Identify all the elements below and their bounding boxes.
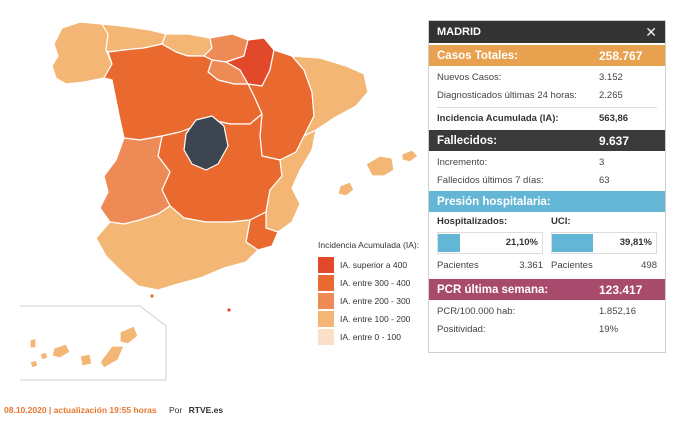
- uci-block: UCI: 39,81% Pacientes 498: [551, 216, 657, 271]
- legend-item: IA. entre 100 - 200: [318, 310, 426, 327]
- legend-label: IA. entre 300 - 400: [340, 277, 411, 288]
- legend-item: IA. entre 0 - 100: [318, 328, 426, 345]
- region-fuerteventura[interactable]: [99, 345, 125, 369]
- legend-item: IA. entre 300 - 400: [318, 274, 426, 291]
- stat-value: 19%: [599, 323, 619, 335]
- region-melilla[interactable]: [226, 307, 232, 313]
- region-info-panel: MADRID ✕ Casos Totales: 258.767 Nuevos C…: [428, 20, 666, 353]
- uci-pct: 39,81%: [619, 237, 652, 248]
- panel-title: MADRID: [437, 26, 481, 38]
- brand-link[interactable]: RTVE.es: [188, 405, 224, 415]
- legend-item: IA. entre 200 - 300: [318, 292, 426, 309]
- presion-label: Presión hospitalaria:: [437, 195, 551, 208]
- legend-swatch: [318, 274, 334, 291]
- stat-row: Diagnosticados últimas 24 horas: 2.265: [437, 86, 657, 104]
- region-andalucia[interactable]: [95, 205, 259, 291]
- legend: Incidencia Acumulada (IA): IA. superior …: [318, 240, 426, 346]
- hospitalizados-pacientes: 3.361: [519, 260, 543, 271]
- ia-row: Incidencia Acumulada (IA): 563,86: [437, 107, 657, 128]
- region-gran-canaria[interactable]: [79, 353, 93, 367]
- region-tenerife[interactable]: [51, 343, 71, 359]
- region-ibiza[interactable]: [337, 181, 355, 197]
- legend-swatch: [318, 310, 334, 327]
- stat-label: Incremento:: [437, 156, 488, 168]
- stat-label: PCR/100.000 hab:: [437, 305, 516, 317]
- stat-row: Positividad: 19%: [437, 320, 657, 338]
- region-cataluna[interactable]: [291, 55, 369, 137]
- stat-label: Diagnosticados últimas 24 horas:: [437, 89, 577, 101]
- uci-label: UCI:: [551, 216, 571, 227]
- panel-header: MADRID ✕: [429, 21, 665, 43]
- region-la-palma[interactable]: [29, 337, 37, 349]
- update-date: 08.10.2020 | actualización 19:55 horas: [4, 405, 157, 415]
- hospitalizados-bar-fill: [438, 234, 460, 252]
- hospitalizados-block: Hospitalizados: 21,10% Pacientes 3.361: [437, 216, 543, 271]
- pcr-label: PCR última semana:: [437, 283, 549, 296]
- pcr-band: PCR última semana: 123.417: [429, 279, 665, 300]
- stat-value: 3: [599, 156, 605, 168]
- hospitalizados-bar: 21,10%: [437, 232, 543, 254]
- stat-value: 3.152: [599, 71, 623, 83]
- uci-bar: 39,81%: [551, 232, 657, 254]
- hospitalizados-label: Hospitalizados:: [437, 216, 508, 227]
- casos-value: 258.767: [599, 48, 643, 63]
- legend-label: IA. entre 200 - 300: [340, 295, 411, 306]
- region-la-gomera[interactable]: [39, 351, 49, 361]
- fallecidos-value: 9.637: [599, 133, 630, 148]
- stat-row: PCR/100.000 hab: 1.852,16: [437, 302, 657, 320]
- uci-bar-fill: [552, 234, 594, 252]
- region-ceuta[interactable]: [149, 293, 155, 299]
- stat-value: 2.265: [599, 89, 623, 101]
- pacientes-label: Pacientes: [551, 260, 593, 271]
- stat-row: Fallecidos últimos 7 días: 63: [437, 171, 657, 189]
- stat-value: 63: [599, 174, 610, 186]
- casos-totales-band: Casos Totales: 258.767: [429, 45, 665, 66]
- fallecidos-band: Fallecidos: 9.637: [429, 130, 665, 151]
- region-extremadura[interactable]: [99, 135, 171, 225]
- hospitalizados-pct: 21,10%: [505, 237, 538, 248]
- region-mallorca[interactable]: [365, 155, 395, 177]
- spain-map: [20, 21, 419, 381]
- presion-band: Presión hospitalaria:: [429, 191, 665, 212]
- legend-swatch: [318, 328, 334, 345]
- legend-item: IA. superior a 400: [318, 256, 426, 273]
- region-madrid[interactable]: [183, 115, 229, 171]
- ia-label: Incidencia Acumulada (IA):: [437, 112, 559, 124]
- stat-value: 1.852,16: [599, 305, 636, 317]
- region-menorca[interactable]: [401, 149, 419, 163]
- region-el-hierro[interactable]: [29, 359, 39, 369]
- fallecidos-label: Fallecidos:: [437, 134, 498, 147]
- legend-label: IA. entre 0 - 100: [340, 331, 401, 342]
- legend-swatch: [318, 292, 334, 309]
- ia-value: 563,86: [599, 112, 629, 124]
- stat-label: Nuevos Casos:: [437, 71, 502, 83]
- canarias-frame: [20, 305, 167, 381]
- footer: 08.10.2020 | actualización 19:55 horas P…: [4, 405, 223, 415]
- uci-pacientes: 498: [641, 260, 657, 271]
- legend-label: IA. superior a 400: [340, 259, 408, 270]
- region-lanzarote[interactable]: [119, 325, 139, 345]
- by-label: Por: [169, 405, 183, 415]
- region-galicia[interactable]: [51, 21, 113, 85]
- casos-label: Casos Totales:: [437, 49, 518, 62]
- stat-label: Fallecidos últimos 7 días:: [437, 174, 544, 186]
- pacientes-label: Pacientes: [437, 260, 479, 271]
- stat-row: Incremento: 3: [437, 153, 657, 171]
- legend-title: Incidencia Acumulada (IA):: [318, 240, 420, 250]
- legend-label: IA. entre 100 - 200: [340, 313, 411, 324]
- legend-swatch: [318, 256, 334, 273]
- pcr-value: 123.417: [599, 282, 643, 297]
- stat-row: Nuevos Casos: 3.152: [437, 68, 657, 86]
- close-icon[interactable]: ✕: [645, 23, 657, 40]
- stat-label: Positividad:: [437, 323, 486, 335]
